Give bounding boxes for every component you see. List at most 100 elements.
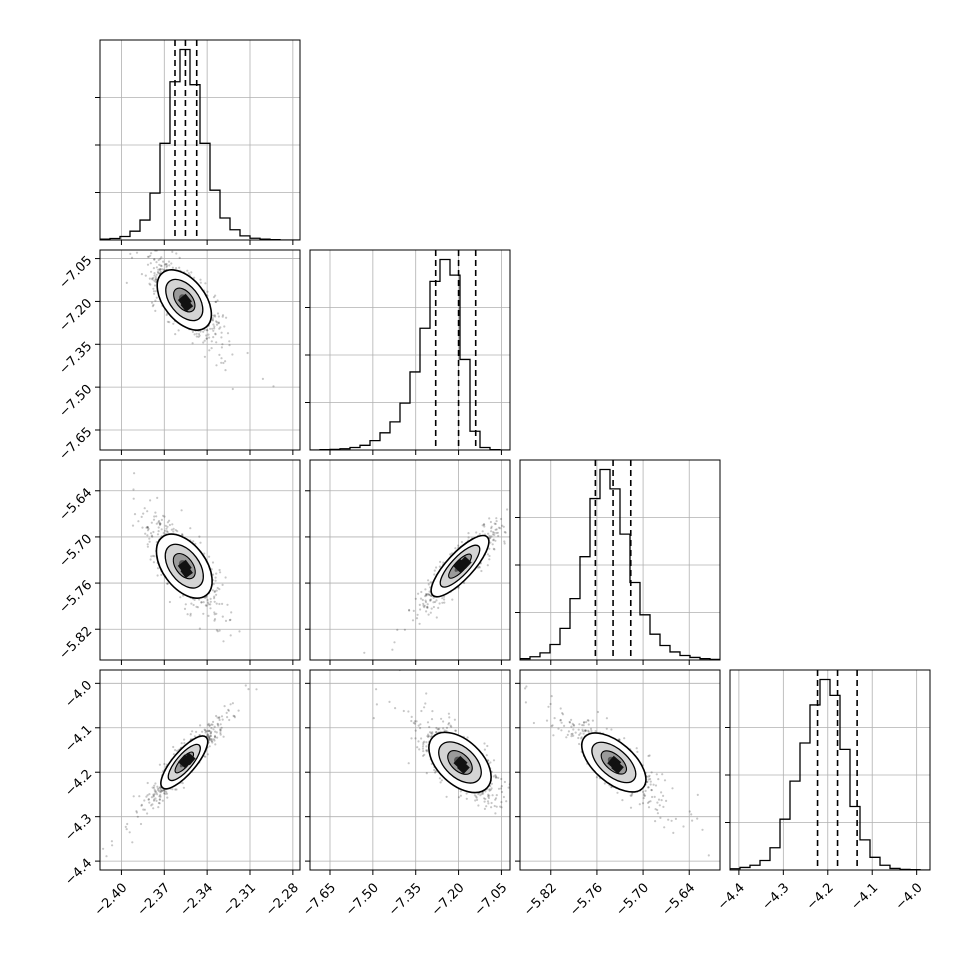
scatter-point [524,687,527,690]
scatter-point [153,258,156,261]
scatter-point [146,529,150,532]
scatter-point [155,261,158,264]
scatter-point [159,264,162,267]
scatter-point [407,762,410,765]
scatter-point [435,726,438,730]
scatter-point [489,520,492,524]
scatter-point [153,515,156,518]
scatter-point [221,583,224,587]
scatter-point [654,808,657,811]
scatter-point [391,648,394,651]
scatter-point [124,825,127,829]
scatter-point [215,323,219,326]
scatter-point [516,688,518,690]
scatter-point [210,347,213,350]
scatter-point [209,597,212,601]
scatter-point [211,561,215,564]
scatter-point [244,684,247,687]
scatter-point [623,737,626,740]
scatter-point [168,519,171,522]
scatter-point [500,777,503,781]
scatter-point [581,728,584,731]
scatter-point [481,530,484,533]
scatter-point [211,723,214,726]
scatter-point [426,606,429,610]
scatter-point [154,797,157,800]
scatter-point [483,797,486,800]
scatter-point [148,277,151,280]
scatter-point [154,290,158,293]
scatter-panel-3-0: −2.40 −2.37 −2.34 −2.31 −2.28 −4.4 −4.3 −4.2 −4.… [62,669,302,919]
scatter-point [447,723,450,726]
scatter-point [567,730,571,733]
scatter-point [159,794,162,797]
scatter-point [143,799,146,802]
scatter-point [663,826,666,829]
scatter-point [424,601,428,604]
scatter-point [429,598,432,601]
scatter-point [132,795,135,798]
scatter-point [214,294,217,297]
scatter-point [162,514,165,517]
scatter-point [149,499,152,502]
scatter-point [203,339,206,342]
scatter-point [154,276,157,279]
x-tick-label: −7.50 [343,880,382,919]
scatter-point [181,782,184,785]
scatter-point [155,266,158,269]
scatter-point [165,262,168,266]
scatter-point [454,729,457,732]
scatter-point [649,780,652,783]
scatter-point [445,729,448,733]
scatter-point [503,530,506,534]
scatter-point [568,720,571,724]
scatter-point [213,595,216,598]
scatter-point [427,733,430,736]
scatter-point [168,523,171,527]
scatter-point [165,792,169,795]
scatter-point [209,732,212,735]
scatter-point [226,716,229,719]
scatter-point [521,801,523,803]
scatter-point [494,522,497,526]
scatter-point [662,805,665,809]
scatter-point [219,728,222,731]
scatter-point [148,801,151,804]
scatter-point [152,807,155,810]
scatter-point [227,708,230,711]
scatter-point [213,611,216,614]
scatter-point [481,524,484,527]
scatter-point [423,706,426,709]
scatter-point [523,813,525,815]
scatter-point [550,695,553,698]
scatter-point [514,796,516,798]
scatter-point [148,537,151,540]
scatter-point [644,789,647,793]
scatter-point [551,724,554,727]
scatter-point [199,278,202,281]
scatter-point [416,746,419,749]
scatter-point [158,763,161,766]
scatter-point [465,797,468,800]
scatter-point [157,530,160,533]
scatter-point [152,287,155,290]
scatter-point [219,731,222,735]
scatter-point [157,247,159,249]
scatter-point [168,321,171,324]
scatter-point [153,798,156,801]
scatter-point [158,521,161,525]
histogram-panel-3: −4.4 −4.3 −4.2 −4.1 −4.0 [715,669,931,913]
scatter-point [488,517,491,520]
scatter-point [495,776,498,779]
scatter-point [152,290,156,293]
y-tick-label: −7.35 [57,339,96,378]
scatter-point [217,724,220,727]
scatter-point [475,796,478,799]
scatter-point [630,794,633,797]
scatter-point [153,279,156,282]
scatter-point [610,786,613,789]
scatter-point [150,247,152,249]
scatter-point [477,793,480,796]
scatter-point [536,483,538,485]
histogram-panel-1 [305,249,511,455]
